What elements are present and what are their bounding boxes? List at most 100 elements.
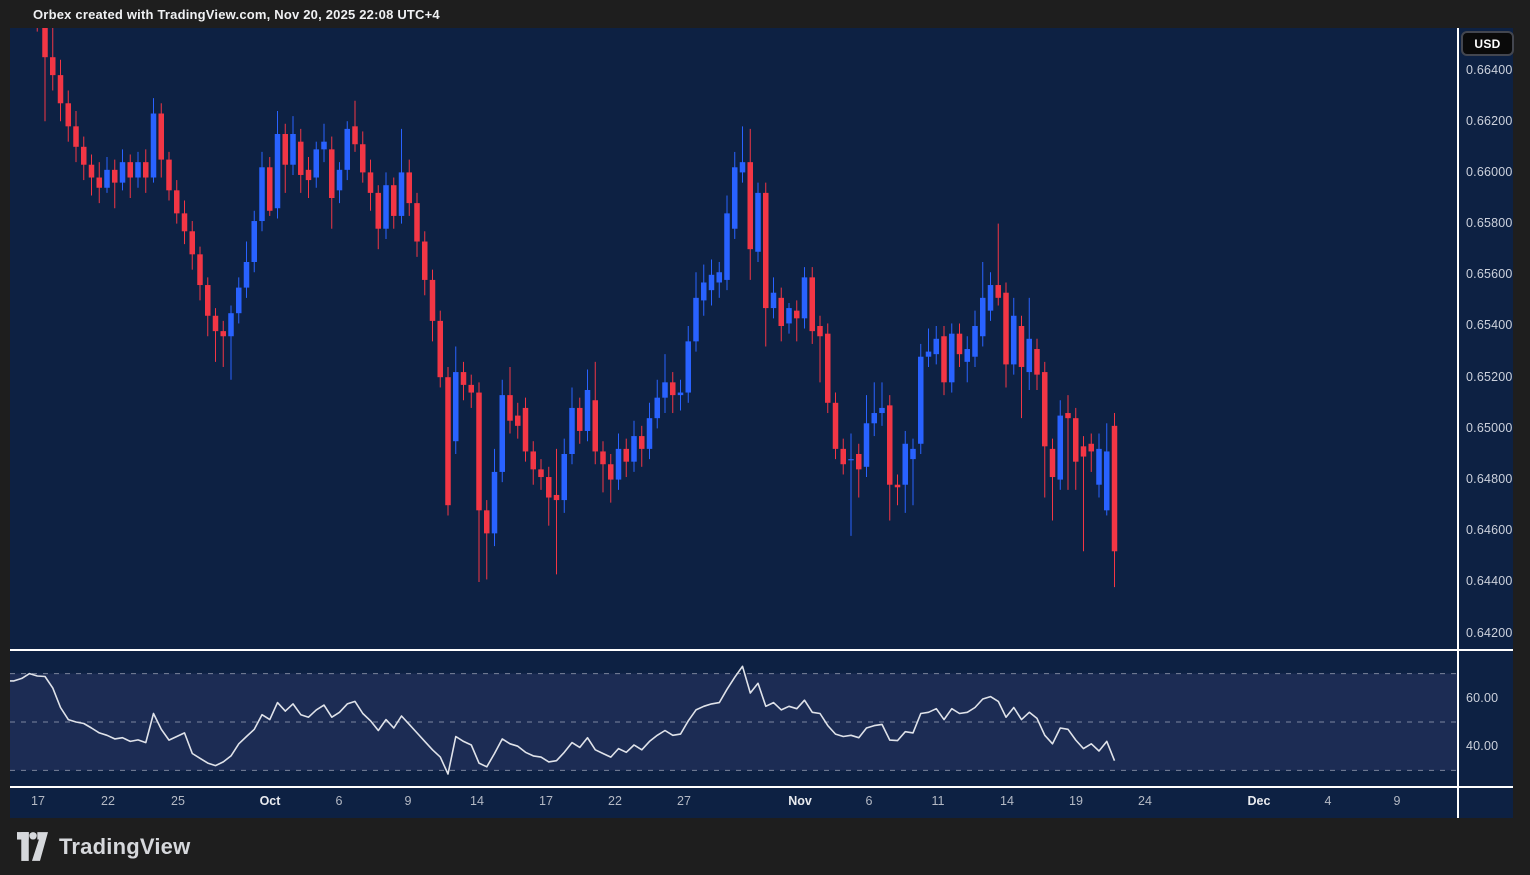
watermark-bar: Orbex created with TradingView.com, Nov …	[0, 0, 1530, 28]
time-axis-label: 17	[539, 794, 553, 808]
candle	[584, 390, 591, 431]
candle	[437, 320, 443, 378]
candle	[670, 382, 676, 396]
candle	[654, 397, 660, 419]
candle	[995, 285, 1001, 298]
candle	[1018, 326, 1025, 367]
candle	[809, 277, 815, 332]
candle	[484, 510, 490, 534]
candle	[460, 372, 467, 385]
candle	[251, 221, 257, 262]
candle	[150, 113, 157, 178]
time-axis-label: 19	[1069, 794, 1083, 808]
candle	[1034, 349, 1040, 375]
currency-usd-button[interactable]: USD	[1461, 31, 1514, 56]
candle	[197, 254, 203, 286]
time-axis[interactable]	[10, 789, 1457, 818]
price-axis-label: 0.65400	[1466, 318, 1513, 332]
candle	[352, 126, 358, 145]
candle	[476, 392, 482, 511]
price-axis-label: 0.64200	[1466, 626, 1513, 640]
candle	[1111, 425, 1118, 552]
time-axis-month-label: Oct	[259, 794, 281, 808]
candle	[894, 484, 901, 488]
candle	[65, 103, 71, 127]
tradingview-logo-icon	[17, 832, 48, 861]
candle	[747, 162, 753, 250]
candle	[646, 418, 653, 449]
footer-bar: TradingView	[0, 818, 1530, 875]
candle	[933, 338, 939, 355]
time-axis-month-label: Dec	[1247, 794, 1271, 808]
candle	[360, 144, 366, 173]
candle	[127, 162, 133, 178]
candle	[298, 141, 304, 175]
candle	[639, 436, 645, 449]
candle	[398, 172, 405, 216]
pane-separator-bottom	[10, 786, 1513, 788]
candle	[375, 192, 381, 229]
time-axis-label: 14	[1000, 794, 1014, 808]
price-axis-label: 0.66200	[1466, 114, 1513, 128]
chart-background	[10, 28, 1513, 818]
candle	[367, 172, 374, 193]
candle	[840, 448, 846, 465]
candle	[422, 241, 428, 280]
price-axis[interactable]	[1459, 28, 1513, 788]
candle	[871, 413, 877, 424]
candle	[794, 310, 800, 319]
candle	[391, 185, 397, 216]
candle	[50, 57, 56, 76]
candle	[104, 169, 110, 188]
price-pane[interactable]	[10, 28, 1457, 649]
candle	[236, 287, 242, 314]
candle	[406, 172, 412, 204]
candle	[848, 459, 854, 461]
candle	[135, 162, 141, 178]
candle	[949, 333, 955, 383]
candle	[259, 167, 265, 222]
candle	[522, 407, 529, 452]
time-axis-label: 17	[31, 794, 45, 808]
candle	[1080, 446, 1087, 457]
candle	[623, 448, 629, 462]
candle	[305, 169, 312, 181]
candle	[274, 134, 281, 209]
candle	[491, 471, 498, 534]
candle	[755, 192, 761, 252]
candle	[918, 356, 924, 444]
candle	[290, 134, 296, 165]
time-axis-label: 14	[470, 794, 484, 808]
candle	[27, 0, 33, 11]
candle	[592, 400, 598, 452]
candle	[429, 279, 436, 321]
time-axis-month-label: Nov	[788, 794, 812, 808]
candle	[329, 149, 335, 198]
candle	[553, 494, 560, 501]
price-axis-label: 0.66400	[1466, 63, 1513, 77]
pane-separator-top[interactable]	[10, 649, 1513, 651]
candle	[600, 451, 606, 465]
candle	[786, 308, 792, 324]
price-axis-label: 0.65600	[1466, 267, 1513, 281]
candle	[778, 297, 784, 326]
candle	[832, 402, 839, 449]
candle	[414, 203, 420, 242]
time-axis-label: 6	[335, 794, 343, 808]
candle	[987, 285, 994, 311]
time-axis-label: 9	[404, 794, 412, 808]
price-axis-label: 0.64600	[1466, 523, 1513, 537]
rsi-pane[interactable]	[10, 651, 1457, 786]
candle	[445, 377, 451, 506]
candle	[383, 185, 389, 229]
candle	[243, 262, 250, 288]
candle	[57, 75, 64, 104]
tradingview-logo[interactable]: TradingView	[17, 832, 190, 861]
price-axis-label: 0.65000	[1466, 421, 1513, 435]
candle	[143, 162, 149, 178]
candle	[453, 372, 459, 442]
candle	[817, 326, 823, 337]
price-axis-label: 0.65200	[1466, 370, 1513, 384]
candle	[732, 167, 738, 229]
